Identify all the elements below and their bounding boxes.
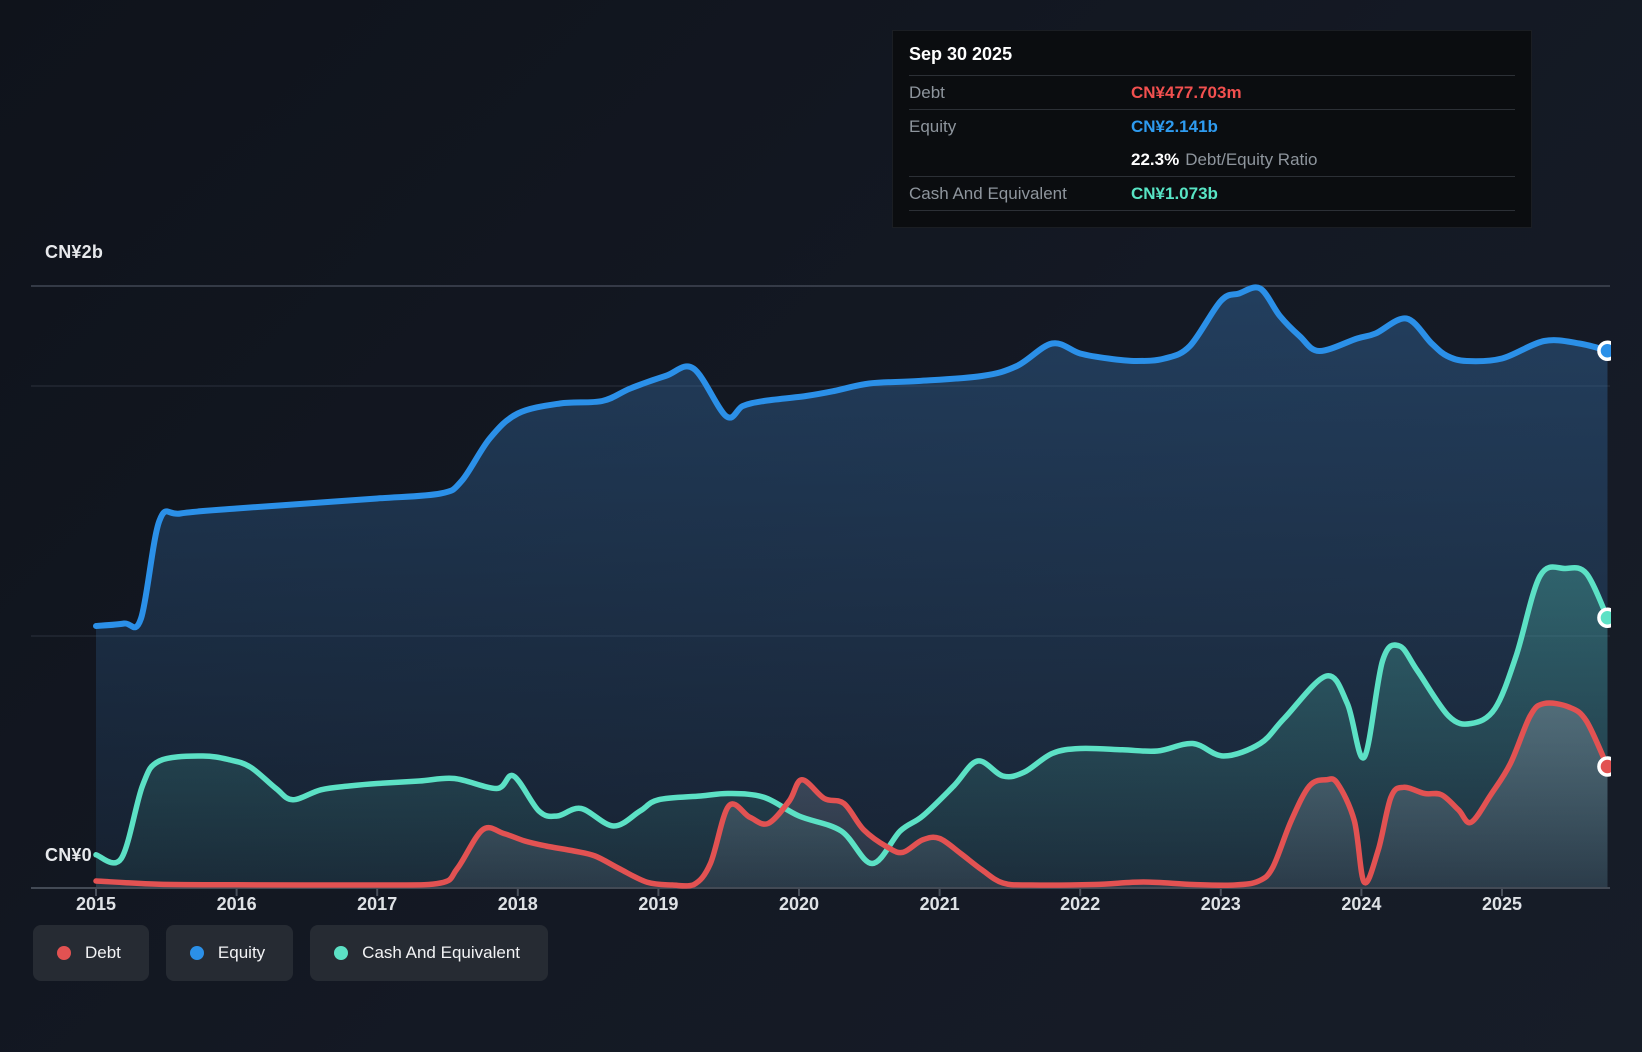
x-axis bbox=[31, 887, 1610, 896]
cash-and-equivalent-end-marker bbox=[1597, 607, 1611, 628]
y-axis-label-zero: CN¥0 bbox=[45, 845, 92, 865]
x-axis-label-2016: 2016 bbox=[216, 894, 257, 914]
equity-end-marker bbox=[1597, 340, 1611, 361]
chart-tooltip: Sep 30 2025 Debt CN¥477.703m Equity CN¥2… bbox=[892, 30, 1532, 228]
x-axis-label-2019: 2019 bbox=[638, 894, 679, 914]
cash-and-equivalent-area bbox=[96, 566, 1608, 888]
tooltip-cash-label: Cash And Equivalent bbox=[909, 183, 1067, 203]
legend-label: Equity bbox=[217, 943, 266, 962]
tooltip-ratio-label: Debt/Equity Ratio bbox=[1185, 149, 1318, 169]
series-lines bbox=[93, 284, 1611, 889]
x-axis-label-2018: 2018 bbox=[497, 894, 538, 914]
cash-and-equivalent-line[interactable] bbox=[93, 564, 1611, 867]
legend-chip-cash-and-equivalent[interactable]: Cash And Equivalent bbox=[310, 925, 549, 981]
tooltip-row-cash: Cash And Equivalent CN¥1.073b bbox=[909, 177, 1515, 211]
tooltip-equity-value: CN¥2.141b bbox=[1131, 116, 1218, 136]
x-axis-label-2017: 2017 bbox=[357, 894, 398, 914]
equity-line[interactable] bbox=[93, 284, 1611, 631]
series-areas bbox=[96, 287, 1608, 889]
tooltip-ratio-value: 22.3% bbox=[1131, 149, 1180, 169]
legend-chip-equity[interactable]: Equity bbox=[165, 925, 294, 981]
debt-end-marker bbox=[1597, 756, 1611, 777]
x-axis-label-2022: 2022 bbox=[1060, 894, 1101, 914]
x-axis-label-2024: 2024 bbox=[1341, 894, 1382, 914]
x-axis-label-2025: 2025 bbox=[1481, 894, 1523, 914]
chart-legend: Debt Equity Cash And Equivalent bbox=[33, 925, 549, 981]
y-axis-label-top: CN¥2b bbox=[45, 242, 104, 262]
tooltip-row-debt: Debt CN¥477.703m bbox=[909, 76, 1515, 110]
x-axis-label-2021: 2021 bbox=[919, 894, 960, 914]
legend-label: Debt bbox=[85, 943, 121, 962]
tooltip-debt-value: CN¥477.703m bbox=[1131, 82, 1242, 102]
debt-line[interactable] bbox=[93, 700, 1611, 889]
tooltip-debt-label: Debt bbox=[909, 82, 945, 102]
legend-chip-debt[interactable]: Debt bbox=[33, 925, 149, 981]
x-axis-label-2015: 2015 bbox=[75, 894, 117, 914]
tooltip-ratio: 22.3% Debt/Equity Ratio bbox=[1131, 150, 1318, 170]
tooltip-equity-label: Equity bbox=[909, 116, 957, 136]
legend-dot-icon bbox=[57, 946, 71, 960]
legend-label: Cash And Equivalent bbox=[362, 943, 521, 962]
x-axis-label-2023: 2023 bbox=[1200, 894, 1241, 914]
legend-dot-icon bbox=[189, 946, 204, 960]
tooltip-date: Sep 30 2025 bbox=[909, 31, 1515, 76]
tooltip-row-ratio: 22.3% Debt/Equity Ratio bbox=[909, 143, 1515, 177]
tooltip-row-equity: Equity CN¥2.141b bbox=[909, 110, 1515, 143]
x-axis-label-2020: 2020 bbox=[778, 894, 820, 914]
end-markers bbox=[1597, 340, 1611, 777]
equity-area bbox=[96, 287, 1608, 889]
legend-dot-icon bbox=[334, 946, 349, 960]
tooltip-cash-value: CN¥1.073b bbox=[1131, 183, 1218, 203]
